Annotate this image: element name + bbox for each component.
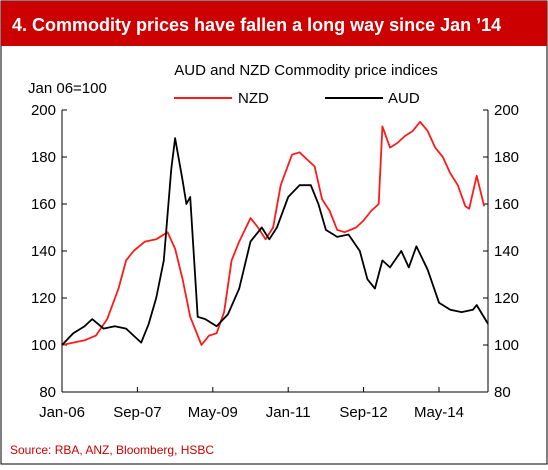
y-tick-label-left: 100 [31,337,56,354]
y-tick-label-right: 180 [494,149,519,166]
y-tick-label-right: 140 [494,243,519,260]
y-tick-label-left: 160 [31,196,56,213]
page-title: 4. Commodity prices have fallen a long w… [12,15,501,35]
x-tick-label: Jan-06 [39,404,85,421]
y-tick-label-right: 160 [494,196,519,213]
title-bar [1,1,547,46]
source-note: Source: RBA, ANZ, Bloomberg, HSBC [10,443,214,457]
legend-nzd-label: NZD [238,90,269,107]
x-tick-label: May-14 [414,404,464,421]
y-tick-label-right: 200 [494,102,519,119]
chart-title: AUD and NZD Commodity price indices [174,62,437,79]
x-tick-label: Sep-07 [113,404,161,421]
y-tick-label-right: 80 [494,384,511,401]
x-tick-label: May-09 [188,404,238,421]
y-tick-label-left: 140 [31,243,56,260]
y-unit-label: Jan 06=100 [28,80,107,97]
y-tick-label-right: 100 [494,337,519,354]
y-tick-label-left: 80 [39,384,56,401]
series-group [61,120,489,346]
x-tick-label: Jan-11 [266,404,311,421]
tick-labels-group: 80 80 100 100 120 120 140 140 160 160 180 180 200 200… [31,102,519,421]
series-line-aud [61,137,489,346]
y-tick-label-right: 120 [494,290,519,307]
x-tick-label: Sep-12 [339,404,387,421]
legend-aud-label: AUD [388,90,420,107]
y-tick-label-left: 120 [31,290,56,307]
y-tick-label-left: 200 [31,102,56,119]
y-tick-label-left: 180 [31,149,56,166]
series-line-nzd [61,120,486,346]
